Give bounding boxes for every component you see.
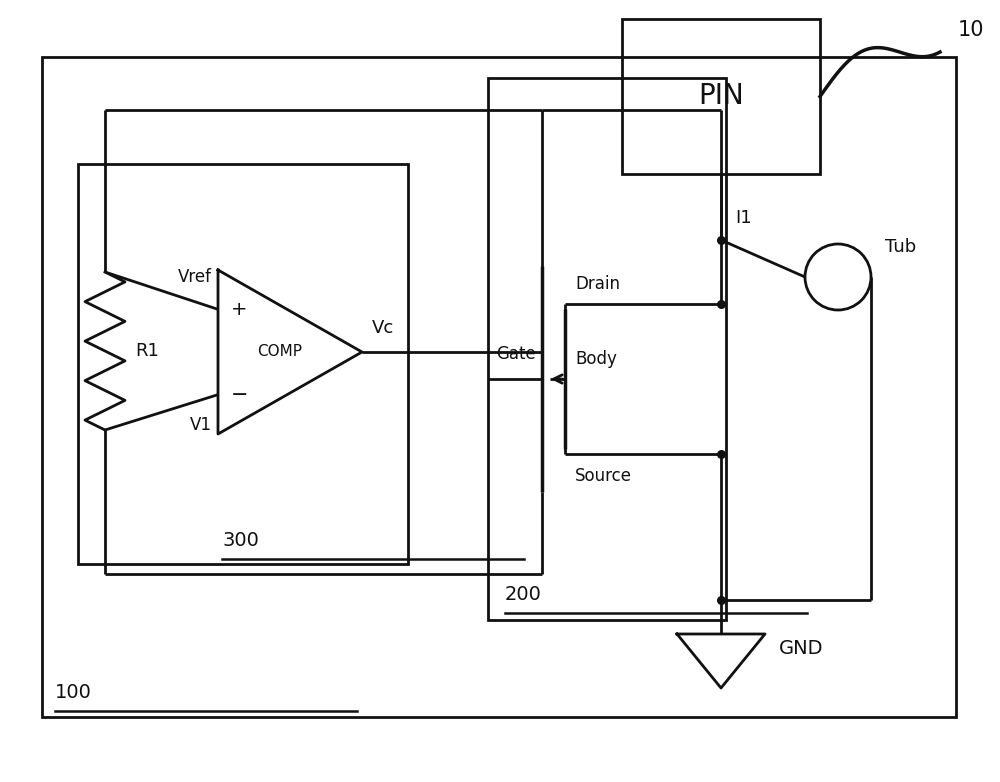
Bar <box>622 19 820 174</box>
Bar <box>42 57 956 717</box>
Text: GND: GND <box>779 640 824 658</box>
Text: I1: I1 <box>735 209 752 227</box>
Text: Gate: Gate <box>496 345 536 363</box>
Text: Tub: Tub <box>885 238 916 256</box>
Text: 200: 200 <box>505 584 542 604</box>
Text: 10: 10 <box>958 20 984 40</box>
Text: 100: 100 <box>55 683 92 701</box>
Text: PIN: PIN <box>698 82 744 110</box>
Text: Drain: Drain <box>575 275 620 293</box>
Text: +: + <box>231 300 247 319</box>
Text: 300: 300 <box>222 530 259 550</box>
Text: Source: Source <box>575 467 632 485</box>
Bar <box>488 78 726 620</box>
Text: COMP: COMP <box>258 345 302 360</box>
Text: V1: V1 <box>190 416 212 434</box>
Text: Body: Body <box>575 350 617 368</box>
Text: −: − <box>231 385 248 404</box>
Text: Vc: Vc <box>372 319 394 337</box>
Text: Vref: Vref <box>178 268 212 286</box>
Bar <box>78 164 408 564</box>
Text: R1: R1 <box>135 342 159 360</box>
